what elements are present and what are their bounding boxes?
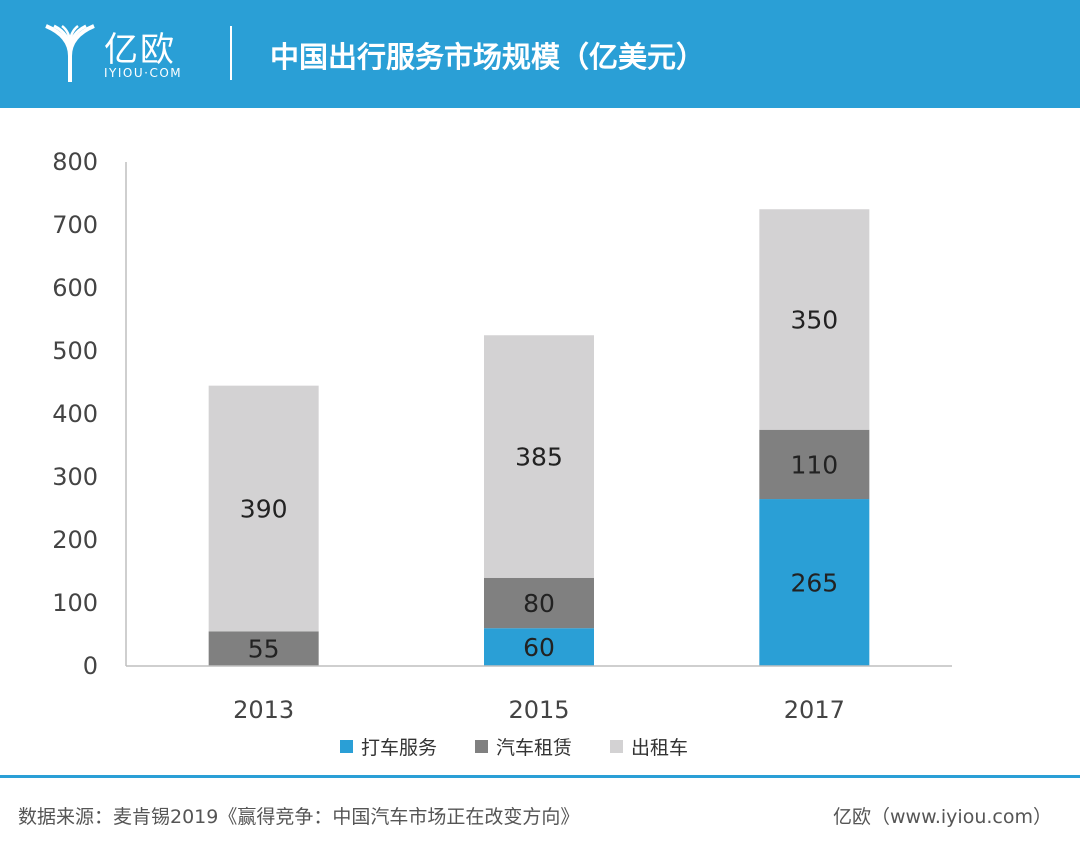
x-tick-label: 2017	[784, 696, 845, 724]
legend-swatch	[475, 739, 489, 753]
logo-text: 亿欧	[104, 30, 176, 70]
data-label: 55	[248, 635, 280, 664]
legend-label: 汽车租赁	[496, 736, 573, 759]
x-tick-label: 2015	[508, 696, 569, 724]
y-axis: 0 100 200 300 400 500 600 700 800	[52, 148, 127, 680]
data-label: 390	[240, 495, 288, 524]
data-label: 350	[790, 306, 838, 335]
legend-swatch	[610, 739, 624, 753]
y-tick-label: 600	[52, 274, 98, 302]
legend-swatch	[340, 739, 353, 753]
y-tick-label: 0	[83, 652, 98, 680]
legend-item-ride-hailing: 打车服务	[340, 733, 437, 760]
footer-divider	[0, 775, 1080, 778]
legend: 打车服务 汽车租赁 出租车	[340, 732, 688, 760]
data-label: 110	[790, 450, 838, 479]
legend-item-taxi: 出租车	[610, 733, 688, 760]
x-tick-label: 2013	[233, 696, 294, 724]
y-tick-label: 300	[52, 463, 98, 491]
x-axis: 2013 2015 2017	[126, 665, 952, 724]
data-label: 60	[523, 633, 555, 662]
bar-segment	[759, 429, 870, 500]
bar-segment	[759, 209, 870, 430]
bar-segment	[208, 385, 319, 632]
bar-segment	[484, 577, 594, 629]
bar-segment	[208, 631, 319, 666]
data-label: 385	[515, 443, 563, 472]
source-note: 数据来源：麦肯锡2019《赢得竞争：中国汽车市场正在改变方向》	[18, 806, 580, 828]
y-tick-label: 200	[52, 526, 98, 554]
legend-label: 打车服务	[361, 736, 438, 759]
logo-subtext: IYIOU·COM	[104, 66, 183, 80]
y-tick-label: 700	[52, 211, 98, 239]
logo: 亿欧 IYIOU·COM	[42, 20, 222, 86]
header-bar: 亿欧 IYIOU·COM 中国出行服务市场规模（亿美元）	[0, 0, 1080, 108]
header-divider	[230, 26, 232, 80]
bar-segment	[484, 628, 594, 666]
chart-title: 中国出行服务市场规模（亿美元）	[270, 40, 706, 74]
bar-segment	[484, 335, 594, 578]
y-tick-label: 100	[52, 589, 98, 617]
y-tick-label: 800	[52, 148, 98, 176]
stacked-bar-chart: 0 100 200 300 400 500 600 700 800 55 390 60 80 385 26…	[52, 148, 952, 724]
bar-segment	[759, 499, 870, 666]
legend-item-car-rental: 汽车租赁	[475, 733, 572, 760]
bars-group: 55 390 60 80 385 265 110 350	[208, 209, 870, 666]
data-label: 80	[523, 589, 555, 618]
credit-note: 亿欧（www.iyiou.com）	[832, 806, 1052, 828]
y-tick-label: 500	[52, 337, 98, 365]
legend-label: 出租车	[631, 736, 689, 759]
logo-y-icon	[45, 24, 95, 82]
data-label: 265	[790, 569, 838, 598]
y-tick-label: 400	[52, 400, 98, 428]
